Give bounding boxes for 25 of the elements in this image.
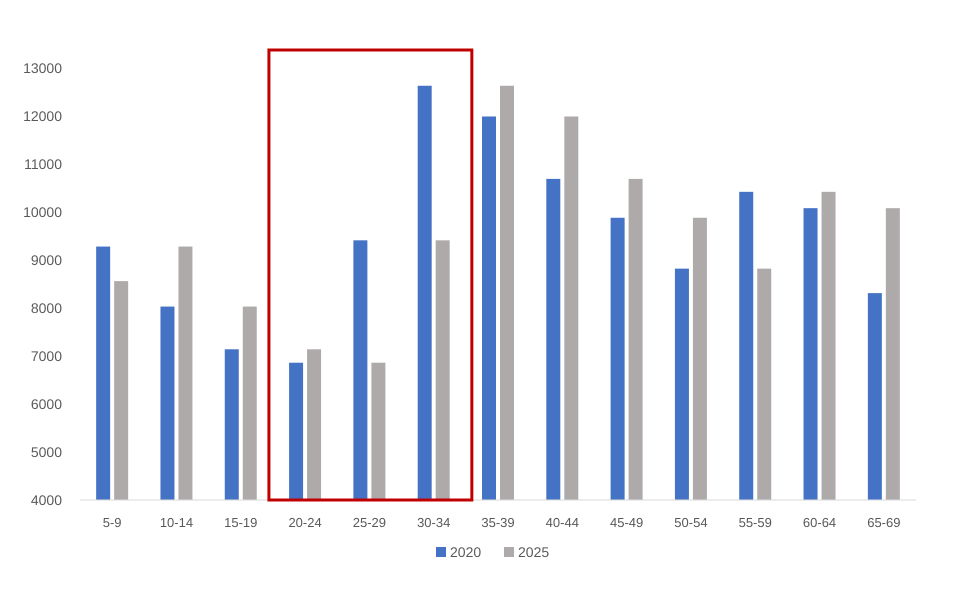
x-tick-label: 65-69 [867, 515, 900, 530]
y-tick-label: 5000 [30, 444, 62, 460]
legend-label: 2025 [518, 544, 550, 560]
x-tick-label: 55-59 [738, 515, 772, 530]
y-tick-label: 8000 [30, 300, 62, 316]
y-tick-label: 6000 [30, 396, 62, 412]
x-tick-label: 5-9 [102, 515, 122, 530]
x-tick-label: 15-19 [224, 515, 258, 530]
x-tick-label: 20-24 [288, 515, 322, 530]
x-tick-label: 25-29 [352, 515, 386, 530]
y-tick-label: 11000 [24, 156, 62, 172]
legend-label: 2020 [450, 544, 482, 560]
y-tick-label: 12000 [23, 108, 62, 124]
y-tick-label: 7000 [30, 348, 62, 364]
y-tick-label: 4000 [30, 492, 62, 508]
y-tick-label: 13000 [23, 60, 62, 76]
x-tick-label: 45-49 [610, 515, 644, 530]
x-tick-label: 30-34 [417, 515, 450, 530]
x-tick-label: 35-39 [481, 515, 515, 530]
x-tick-label: 10-14 [160, 515, 194, 530]
x-tick-label: 50-54 [674, 515, 708, 530]
y-tick-label: 9000 [30, 252, 62, 268]
y-tick-label: 10000 [23, 204, 62, 220]
x-tick-label: 40-44 [546, 515, 579, 530]
x-tick-label: 60-64 [802, 515, 836, 530]
